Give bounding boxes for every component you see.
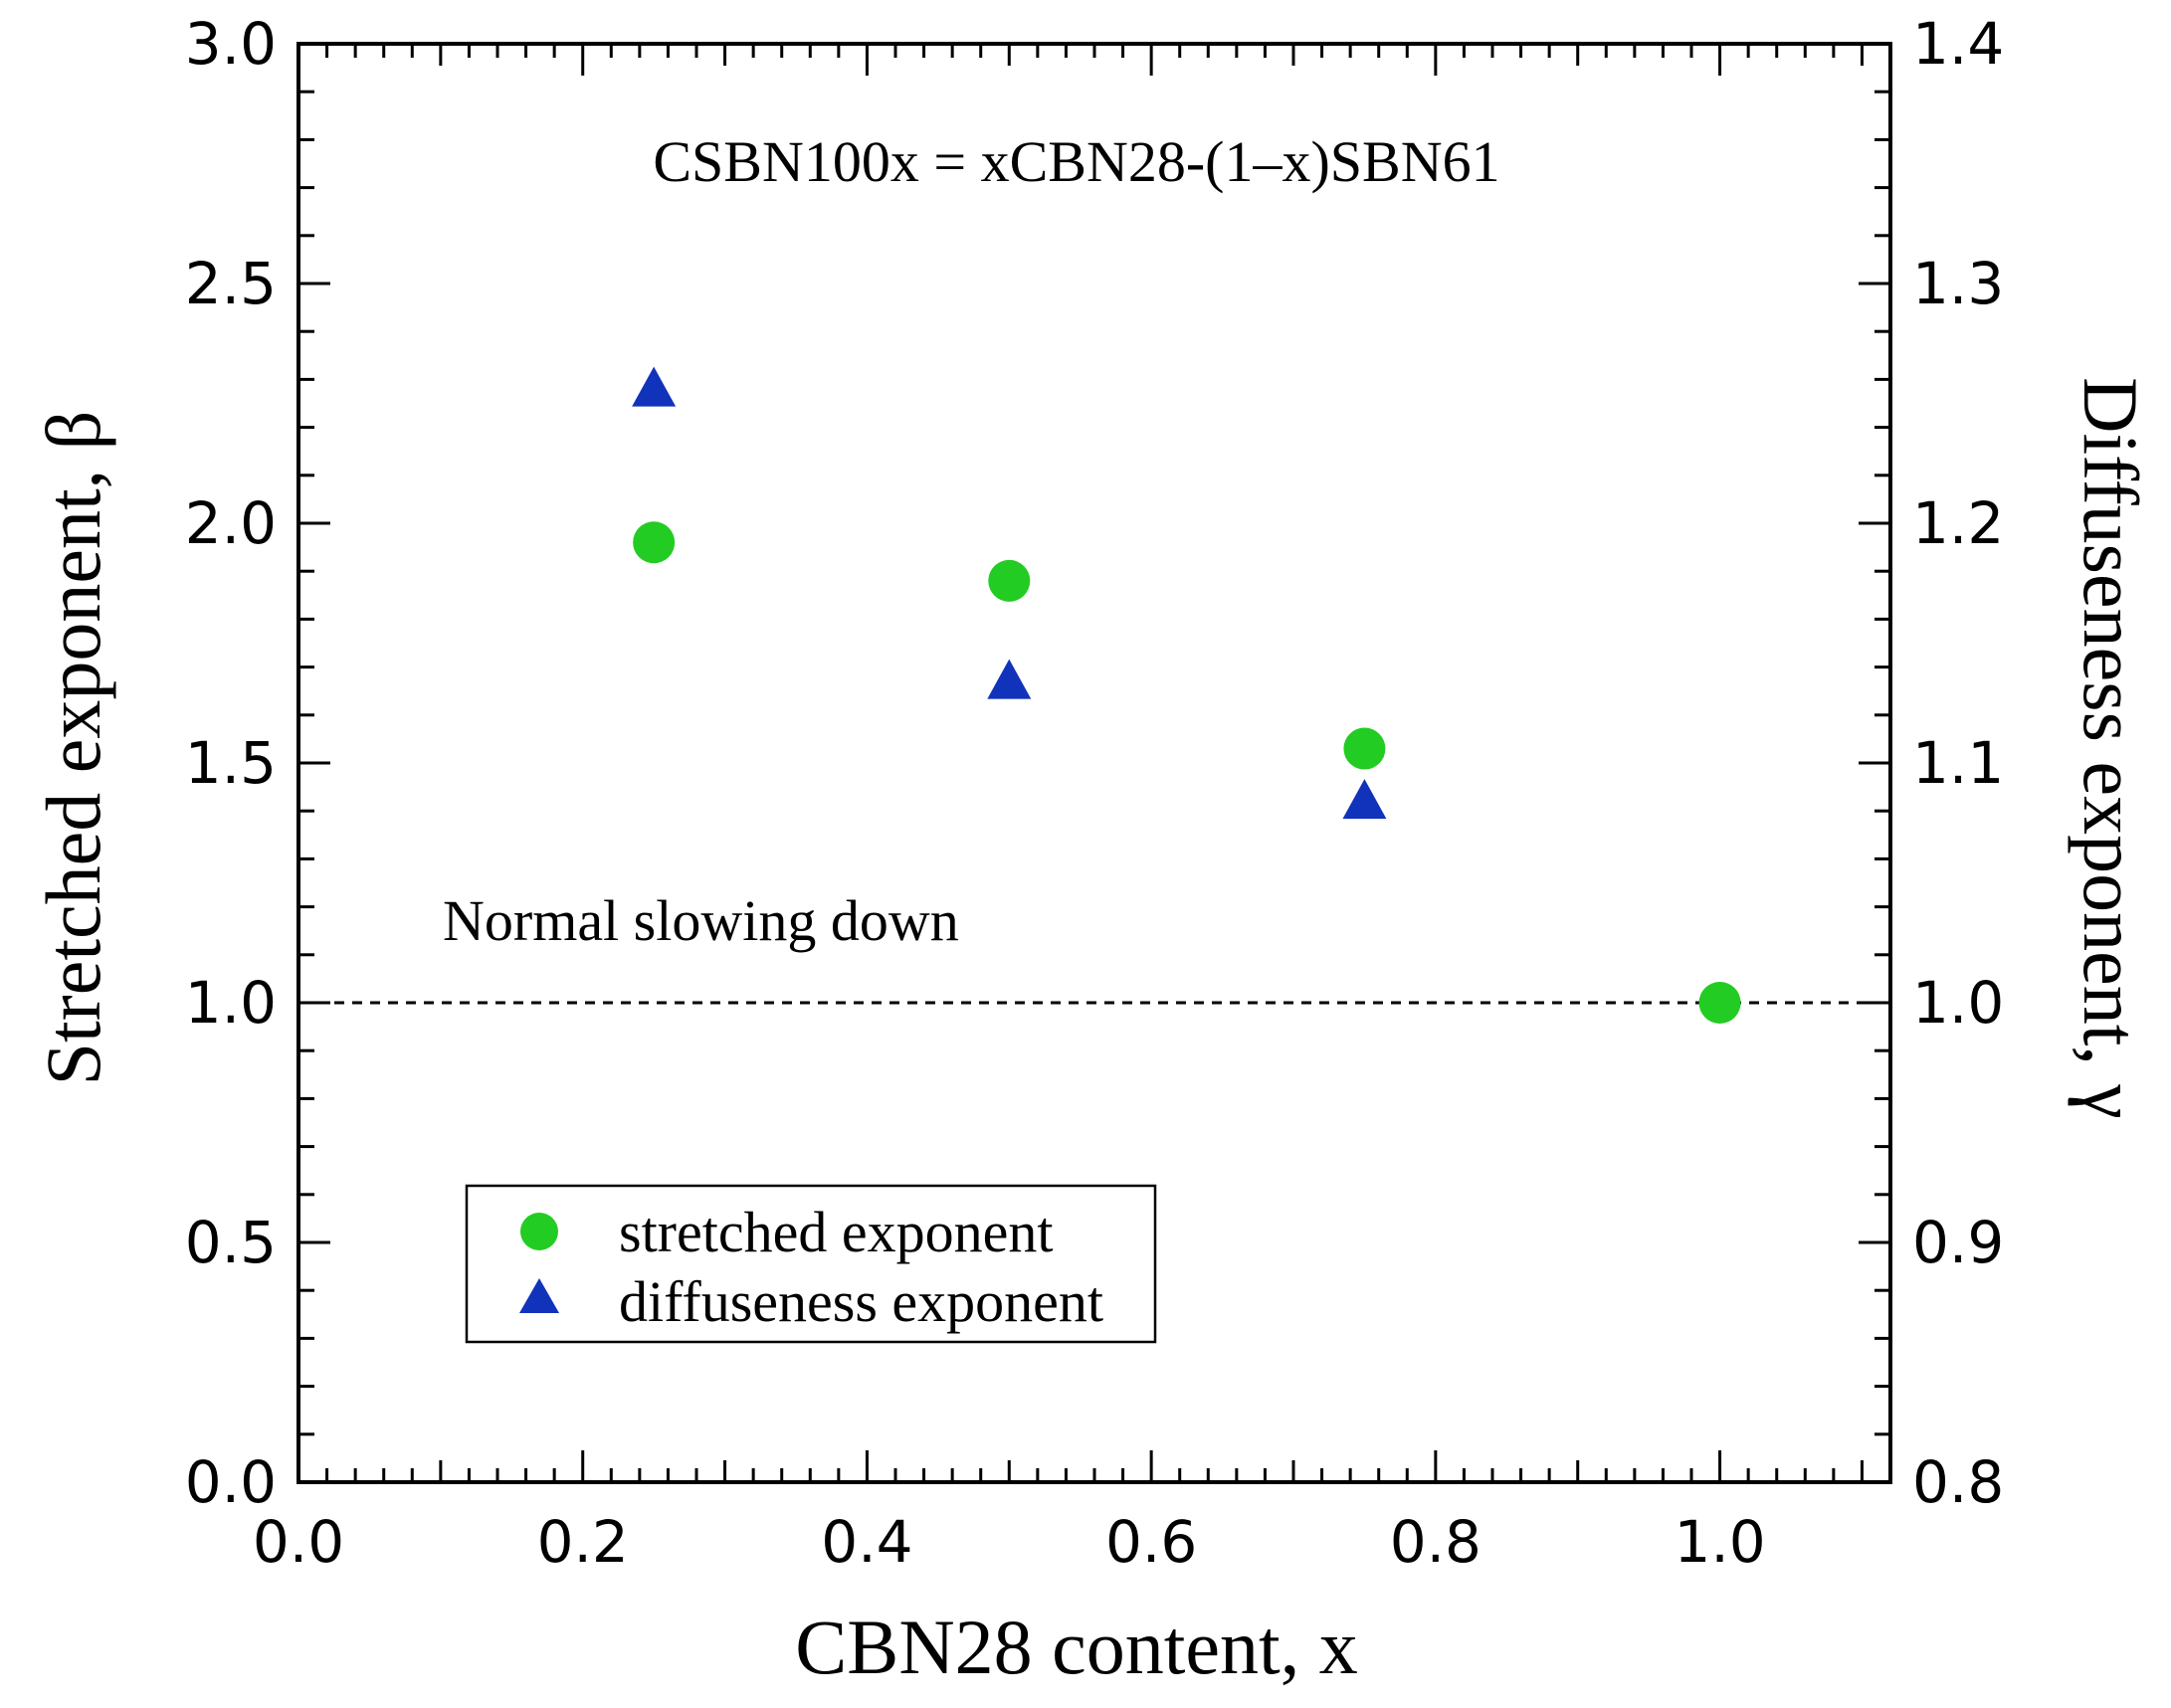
- y-right-tick-label: 1.1: [1912, 729, 2004, 797]
- y-left-tick-label: 1.0: [185, 969, 277, 1037]
- legend: stretched exponent diffuseness exponent: [465, 1184, 1157, 1344]
- y-left-tick-label: 3.0: [185, 10, 277, 78]
- x-tick-label: 0.2: [537, 1508, 629, 1576]
- formula-annotation: CSBN100x = xCBN28-(1–x)SBN61: [653, 129, 1499, 194]
- x-axis-title: CBN28 content, x: [795, 1604, 1357, 1690]
- reference-annotation: Normal slowing down: [443, 888, 959, 953]
- x-tick-label: 0.8: [1390, 1508, 1481, 1576]
- diffuseness-exponent-point: [1342, 779, 1387, 820]
- diffuseness-exponent-point: [987, 659, 1032, 699]
- tick-layer: 0.0 0.2 0.4 0.6 0.8 1.0 0.0 0.5 1.0 1.5 2.0 2.5 3.0 0…: [185, 10, 2005, 1576]
- y-right-tick-label: 1.2: [1912, 489, 2004, 557]
- stretched-exponent-point: [633, 521, 676, 564]
- y-left-axis-title: Stretched exponent, β: [30, 411, 116, 1086]
- legend-circle-marker: [520, 1213, 558, 1250]
- y-right-tick-label: 0.9: [1912, 1209, 2004, 1276]
- legend-box: [465, 1184, 1157, 1344]
- x-tick-label: 0.4: [821, 1508, 912, 1576]
- marks-layer: [298, 366, 1890, 1024]
- legend-label-diffuseness: diffuseness exponent: [619, 1269, 1103, 1334]
- y-left-tick-label: 0.5: [185, 1209, 277, 1276]
- legend-label-stretched: stretched exponent: [619, 1200, 1053, 1264]
- y-right-axis-title: Diffuseness exponent, γ: [2068, 377, 2154, 1119]
- stretched-exponent-point: [1698, 982, 1741, 1024]
- stretched-exponent-point: [988, 559, 1031, 602]
- y-left-tick-label: 2.5: [185, 250, 277, 317]
- y-left-tick-label: 2.0: [185, 489, 277, 557]
- x-tick-label: 0.0: [253, 1508, 344, 1576]
- legend-triangle-marker: [519, 1278, 559, 1313]
- y-right-tick-label: 1.3: [1912, 250, 2004, 317]
- y-right-tick-label: 1.0: [1912, 969, 2004, 1037]
- y-right-tick-label: 1.4: [1912, 10, 2004, 78]
- y-left-tick-label: 1.5: [185, 729, 277, 797]
- stretched-exponent-point: [1343, 727, 1386, 770]
- x-tick-label: 1.0: [1674, 1508, 1765, 1576]
- y-left-tick-label: 0.0: [185, 1448, 277, 1516]
- y-right-tick-label: 0.8: [1912, 1448, 2004, 1516]
- diffuseness-exponent-point: [632, 366, 677, 407]
- x-tick-label: 0.6: [1105, 1508, 1197, 1576]
